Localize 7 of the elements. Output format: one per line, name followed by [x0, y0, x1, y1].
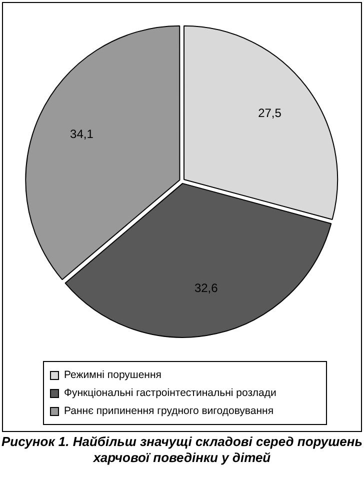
text: Рисунок 1. Найбільш значущі складові серед порушень харчової поведінки у дітей	[0, 434, 364, 466]
data-label: 32,6	[194, 281, 218, 296]
data-label: 34,1	[70, 126, 94, 141]
legend-label: Функціональні гастроінтестинальні розлади	[64, 387, 276, 399]
legend-label: Режимні порушення	[64, 369, 162, 381]
legend-label: Раннє припинення грудного вигодовування	[64, 405, 274, 417]
data-label: 27,5	[258, 106, 282, 120]
